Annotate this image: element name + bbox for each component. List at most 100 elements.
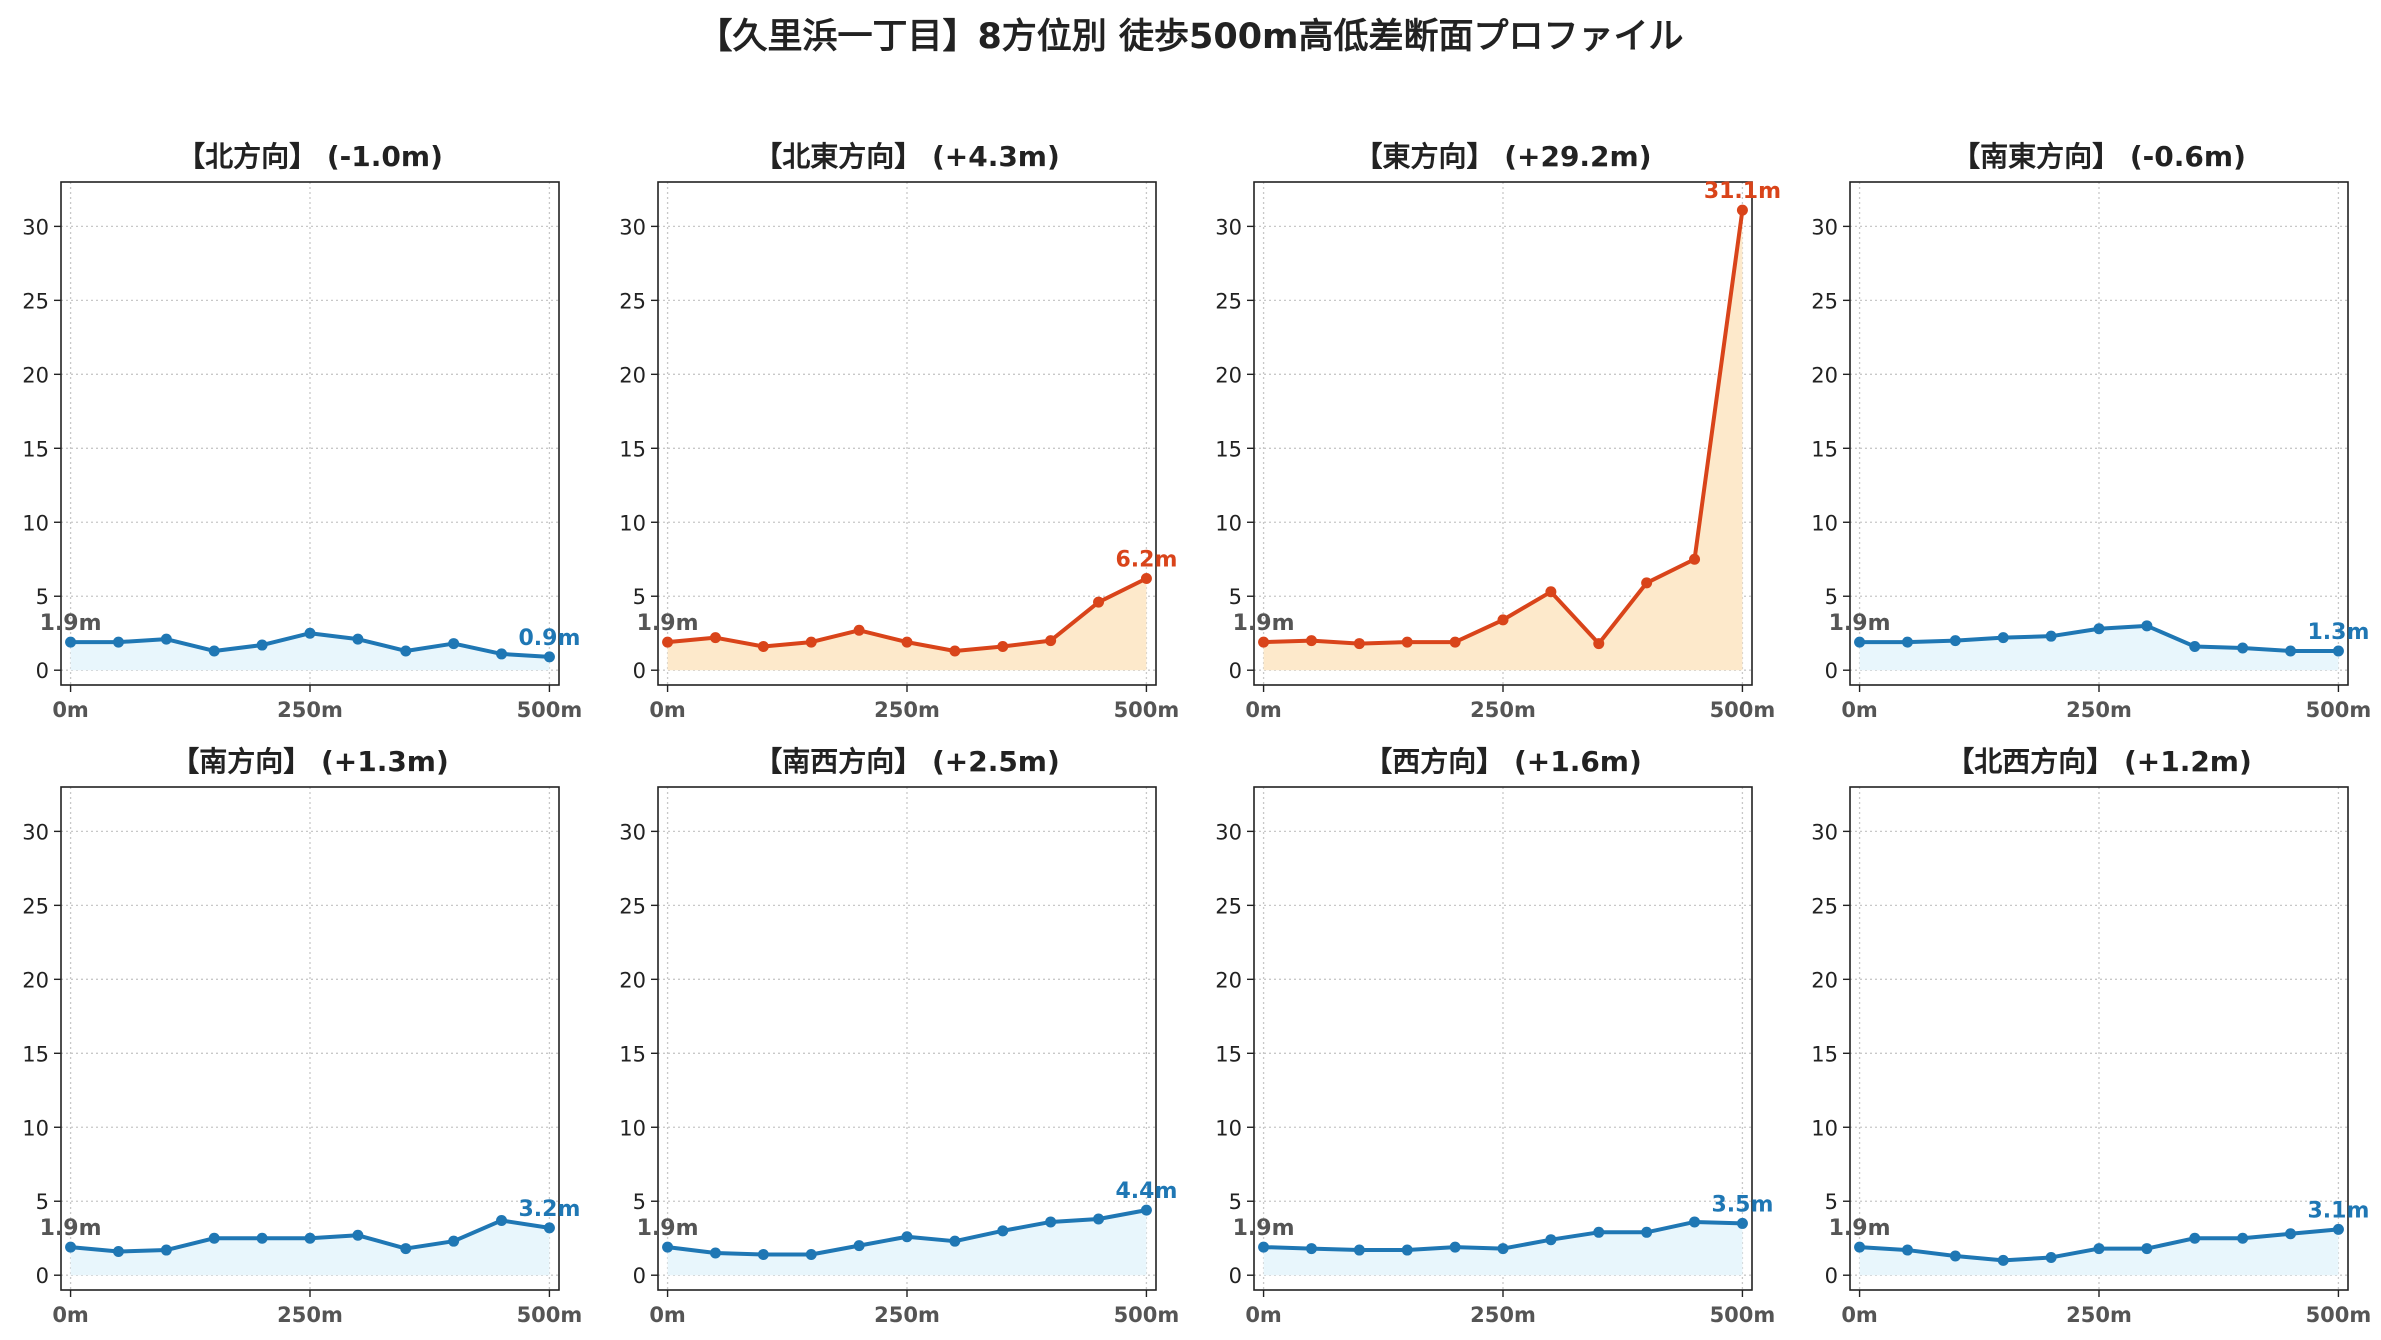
y-tick-label: 20 [22, 363, 49, 387]
data-point [1593, 638, 1605, 650]
data-point [1258, 1241, 1270, 1253]
start-value-label: 1.9m [1233, 611, 1295, 636]
data-point [448, 1235, 460, 1247]
data-point [1854, 1241, 1866, 1253]
data-point [2141, 620, 2153, 632]
y-tick-label: 15 [1811, 1042, 1838, 1066]
figure-title: 【久里浜一丁目】8方位別 徒歩500m高低差断面プロファイル [697, 17, 1684, 57]
y-tick-label: 25 [619, 289, 646, 313]
data-point [1949, 1250, 1961, 1262]
y-tick-label: 25 [1811, 894, 1838, 918]
data-point [2332, 645, 2344, 657]
data-point [1736, 1217, 1748, 1229]
x-tick-label: 0m [649, 1303, 686, 1327]
x-tick-label: 500m [2306, 698, 2372, 722]
data-point [1045, 635, 1057, 647]
data-point [1641, 577, 1653, 589]
x-tick-label: 250m [2066, 698, 2132, 722]
data-point [1497, 614, 1509, 626]
y-tick-label: 30 [1215, 820, 1242, 844]
data-point [496, 1214, 508, 1226]
y-tick-label: 25 [1811, 289, 1838, 313]
data-point [709, 1247, 721, 1259]
data-point [1305, 635, 1317, 647]
y-tick-label: 5 [36, 585, 49, 609]
y-tick-label: 30 [22, 820, 49, 844]
y-tick-label: 0 [1825, 1264, 1838, 1288]
y-tick-label: 5 [1825, 1190, 1838, 1214]
subplot-title: 【東方向】 (+29.2m) [1354, 140, 1651, 173]
data-point [1545, 586, 1557, 598]
series-area [70, 1220, 550, 1276]
x-tick-label: 250m [2066, 1303, 2132, 1327]
x-tick-label: 0m [1245, 698, 1282, 722]
data-point [853, 1240, 865, 1252]
data-point [496, 648, 508, 660]
subplot-0: 【北方向】 (-1.0m) 0 5 10 15 20 25 30 0m 250m 500m 1.9m 0… [22, 140, 582, 722]
x-tick-label: 250m [1470, 1303, 1536, 1327]
data-point [757, 641, 769, 653]
x-tick-label: 250m [874, 698, 940, 722]
series-area [1263, 210, 1743, 671]
y-tick-label: 5 [633, 1190, 646, 1214]
start-value-label: 1.9m [40, 1216, 102, 1241]
data-point [400, 645, 412, 657]
y-tick-label: 0 [36, 659, 49, 683]
data-point [2045, 630, 2057, 642]
data-point [1545, 1234, 1557, 1246]
data-point [1949, 635, 1961, 647]
y-tick-label: 5 [1229, 1190, 1242, 1214]
series-area [1859, 625, 2339, 671]
start-value-label: 1.9m [1829, 1216, 1891, 1241]
subplot-1: 【北東方向】 (+4.3m) 0 5 10 15 20 25 30 0m 250m 500m 1.9m… [619, 140, 1179, 722]
series-area [70, 633, 550, 671]
y-tick-label: 20 [619, 968, 646, 992]
data-point [1401, 1244, 1413, 1256]
data-point [1353, 638, 1365, 650]
data-point [1689, 1216, 1701, 1228]
y-tick-label: 5 [633, 585, 646, 609]
subplot-3: 【南東方向】 (-0.6m) 0 5 10 15 20 25 30 0m 250m 500m 1.9m… [1811, 140, 2371, 722]
y-tick-label: 30 [619, 215, 646, 239]
y-tick-label: 5 [1229, 585, 1242, 609]
data-point [949, 1235, 961, 1247]
data-point [2285, 645, 2297, 657]
data-point [160, 633, 172, 645]
subplot-title: 【西方向】 (+1.6m) [1364, 745, 1642, 778]
y-tick-label: 25 [619, 894, 646, 918]
subplot-title: 【南西方向】 (+2.5m) [754, 745, 1060, 778]
data-point [112, 636, 124, 648]
y-tick-label: 15 [619, 1042, 646, 1066]
y-tick-label: 15 [619, 437, 646, 461]
data-point [2093, 623, 2105, 635]
data-point [352, 1229, 364, 1241]
x-tick-label: 0m [649, 698, 686, 722]
data-point [1093, 596, 1105, 608]
y-tick-label: 20 [1811, 968, 1838, 992]
y-tick-label: 5 [1825, 585, 1838, 609]
start-value-label: 1.9m [40, 611, 102, 636]
y-tick-label: 0 [1825, 659, 1838, 683]
y-tick-label: 10 [1215, 1116, 1242, 1140]
data-point [1140, 572, 1152, 584]
y-tick-label: 20 [619, 363, 646, 387]
data-point [304, 627, 316, 639]
data-point [208, 1232, 220, 1244]
data-point [1901, 636, 1913, 648]
data-point [1901, 1244, 1913, 1256]
data-point [112, 1246, 124, 1258]
data-point [1093, 1213, 1105, 1225]
x-tick-label: 0m [1841, 698, 1878, 722]
x-tick-label: 500m [1710, 698, 1776, 722]
data-point [1854, 636, 1866, 648]
subplot-6: 【西方向】 (+1.6m) 0 5 10 15 20 25 30 0m 250m 500m 1.9m 3… [1215, 745, 1775, 1327]
x-tick-label: 500m [517, 698, 583, 722]
y-tick-label: 30 [22, 215, 49, 239]
x-tick-label: 250m [277, 698, 343, 722]
data-point [256, 1232, 268, 1244]
data-point [2189, 1232, 2201, 1244]
data-point [1258, 636, 1270, 648]
data-point [543, 651, 555, 663]
y-tick-label: 10 [1811, 1116, 1838, 1140]
data-point [2237, 642, 2249, 654]
